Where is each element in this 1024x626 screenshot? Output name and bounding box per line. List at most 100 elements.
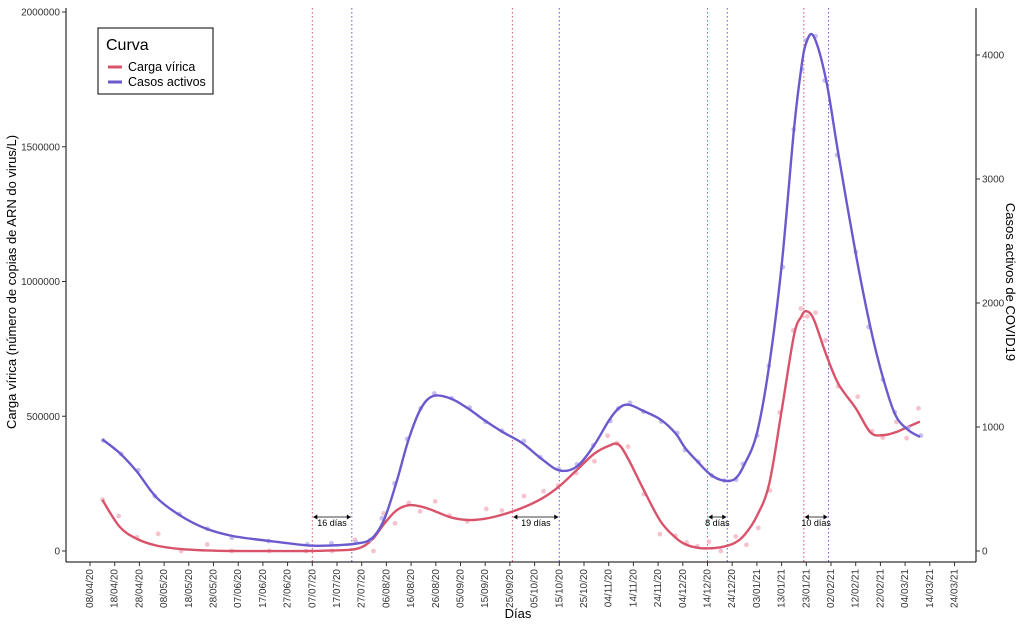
- data-point-carga-virica: [755, 525, 761, 531]
- x-tick-label: 18/04/20: [110, 569, 121, 608]
- annotation-arrowhead-right: [722, 514, 727, 520]
- annotation-label: 8 días: [705, 518, 730, 528]
- x-tick-label: 03/01/21: [752, 569, 763, 608]
- annotation-arrowhead-left: [804, 514, 809, 520]
- data-point-carga-virica: [823, 338, 828, 343]
- x-tick-label: 27/07/20: [357, 569, 368, 608]
- data-point-carga-virica: [657, 531, 663, 537]
- x-tick-label: 26/08/20: [431, 569, 442, 608]
- x-tick-label: 05/09/20: [456, 569, 467, 608]
- x-tick-label: 05/10/20: [530, 569, 541, 608]
- legend-label-carga-virica: Carga vírica: [128, 60, 195, 74]
- annotation-label: 10 días: [801, 518, 831, 528]
- data-point-carga-virica: [744, 542, 749, 548]
- series: [100, 32, 924, 554]
- series-carga-virica-points: [100, 306, 921, 554]
- y-right-tick-label: 2000: [982, 299, 1005, 310]
- annotation-arrowhead-left: [513, 514, 518, 520]
- x-tick-label: 13/01/21: [777, 569, 788, 608]
- data-point-carga-virica: [916, 405, 921, 411]
- y-right-tick-label: 3000: [982, 175, 1005, 186]
- x-tick-label: 25/10/20: [579, 569, 590, 608]
- data-point-carga-virica: [432, 498, 438, 504]
- x-tick-label: 17/06/20: [258, 569, 269, 608]
- data-point-carga-virica: [718, 548, 724, 554]
- x-tick-label: 28/04/20: [134, 569, 145, 608]
- y-axis-right-title: Casos activos de COVID19: [1003, 203, 1018, 361]
- series-line-casos-activos: [101, 32, 921, 548]
- annotation-label: 19 días: [521, 518, 551, 528]
- y-left-tick-label: 2000000: [21, 8, 60, 19]
- x-tick-label: 06/08/20: [381, 569, 392, 608]
- data-point-carga-virica: [813, 310, 818, 316]
- x-tick-label: 14/03/21: [925, 569, 936, 608]
- x-tick-label: 08/05/20: [159, 569, 170, 608]
- x-tick-label: 27/06/20: [283, 569, 294, 608]
- y-left-tick-label: 1000000: [21, 277, 60, 288]
- x-tick-label: 15/09/20: [480, 569, 491, 608]
- data-point-carga-virica: [706, 539, 712, 545]
- y-axis-right: 0 1000 2000 3000 4000: [975, 8, 1005, 562]
- data-point-carga-virica: [605, 433, 610, 439]
- x-tick-label: 08/04/20: [85, 569, 96, 608]
- y-left-tick-label: 1500000: [21, 142, 60, 153]
- data-point-carga-virica: [541, 488, 546, 494]
- x-tick-label: 15/10/20: [554, 569, 565, 608]
- y-axis-left: 0 500000 1000000 1500000 2000000: [21, 8, 67, 562]
- data-point-carga-virica: [155, 531, 161, 537]
- data-point-carga-virica: [483, 506, 489, 512]
- annotation-arrowhead-right: [346, 514, 351, 520]
- x-tick-label: 17/07/20: [332, 569, 343, 608]
- data-point-carga-virica: [904, 435, 910, 441]
- data-point-carga-virica: [499, 508, 505, 513]
- data-point-carga-virica: [804, 313, 810, 319]
- y-right-tick-label: 1000: [982, 423, 1005, 434]
- x-tick-label: 24/03/21: [950, 569, 961, 608]
- x-tick-label: 12/02/21: [851, 569, 862, 608]
- data-point-carga-virica: [417, 508, 423, 514]
- y-right-tick-label: 0: [982, 547, 988, 558]
- x-tick-label: 04/12/20: [678, 569, 689, 608]
- data-point-carga-virica: [521, 493, 527, 499]
- series-line-carga-virica: [101, 309, 921, 553]
- legend: Curva Carga vírica Casos activos: [97, 27, 214, 95]
- x-tick-label: 18/05/20: [184, 569, 195, 608]
- data-point-carga-virica: [371, 548, 376, 554]
- x-tick-label: 07/06/20: [233, 569, 244, 608]
- x-tick-label: 14/11/20: [628, 569, 639, 608]
- x-tick-label: 24/12/20: [727, 569, 738, 608]
- x-axis-title: Días: [505, 606, 532, 621]
- x-tick-label: 23/01/21: [801, 569, 812, 608]
- annotation-label: 16 días: [317, 518, 347, 528]
- data-point-carga-virica: [625, 444, 631, 450]
- y-left-tick-label: 500000: [27, 412, 61, 423]
- x-tick-label: 25/09/20: [505, 569, 516, 608]
- data-point-carga-virica: [116, 513, 122, 519]
- legend-title: Curva: [106, 37, 149, 54]
- annotation-arrowhead-right: [823, 514, 828, 520]
- annotations: 16 días 19 días 8 días 10 días: [311, 8, 831, 562]
- x-tick-label: 04/03/21: [900, 569, 911, 608]
- annotation-arrowhead-right: [554, 514, 559, 520]
- x-tick-label: 04/11/20: [604, 569, 615, 608]
- data-point-carga-virica: [592, 458, 597, 464]
- x-tick-label: 22/02/21: [875, 569, 886, 608]
- y-right-tick-label: 4000: [982, 51, 1005, 62]
- data-point-carga-virica: [392, 520, 398, 526]
- y-axis-left-title: Carga vírica (número de copias de ARN do…: [4, 135, 19, 429]
- x-tick-label: 24/11/20: [653, 569, 664, 608]
- x-tick-label: 07/07/20: [307, 569, 318, 608]
- x-axis: 08/04/20 18/04/20 28/04/20 08/05/20 18/05/20…: [66, 561, 976, 608]
- data-point-carga-virica: [855, 394, 861, 400]
- data-point-carga-virica: [798, 306, 804, 311]
- x-tick-label: 16/08/20: [406, 569, 417, 608]
- x-tick-label: 14/12/20: [703, 569, 714, 608]
- annotation-arrowhead-left: [313, 514, 318, 520]
- x-tick-label: 02/02/21: [826, 569, 837, 608]
- x-tick-label: 28/05/20: [209, 569, 220, 608]
- legend-label-casos-activos: Casos activos: [128, 75, 206, 89]
- data-point-carga-virica: [733, 534, 739, 539]
- data-point-carga-virica: [204, 542, 210, 547]
- annotation-arrowhead-left: [708, 514, 713, 520]
